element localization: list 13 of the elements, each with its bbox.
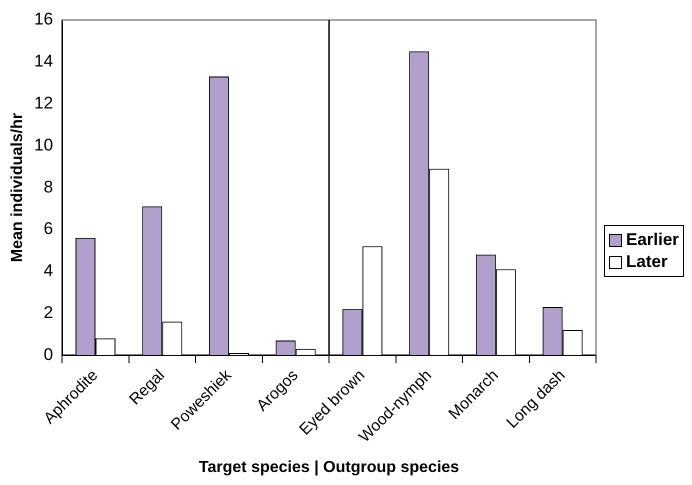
legend-label: Earlier [626, 229, 679, 251]
y-tick-label: 2 [44, 302, 54, 322]
y-tick-label: 8 [44, 177, 54, 196]
y-tick-label: 12 [34, 93, 54, 112]
text: Later [626, 251, 668, 273]
x-axis-title: Target species | Outgroup species [198, 458, 460, 476]
y-axis-title: Mean individuals/hr [9, 112, 26, 262]
y-tick-label: 14 [34, 52, 54, 71]
y-tick-label: 6 [44, 219, 54, 238]
y-tick-label: 0 [44, 344, 54, 364]
y-tick-label: 16 [34, 10, 54, 29]
y-tick-label: 10 [34, 135, 54, 154]
y-tick-label: 4 [44, 261, 54, 280]
